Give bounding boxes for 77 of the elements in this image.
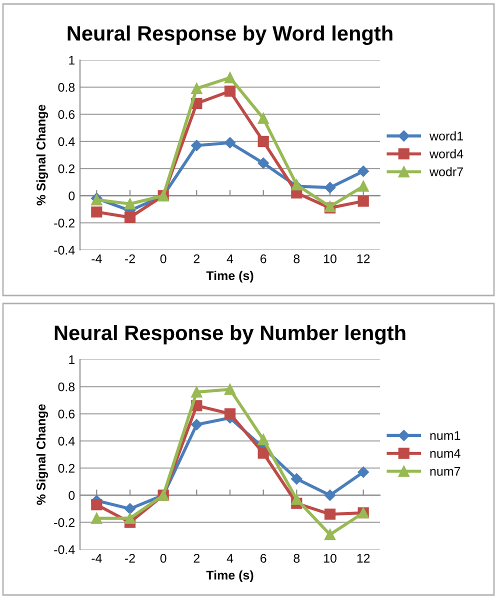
y-tick-label: 1 [69,56,75,65]
point [191,386,202,398]
legend-label: num1 [430,431,460,440]
x-tick-label: 6 [260,554,266,563]
point [124,503,136,514]
legend-label: word1 [429,131,463,140]
x-tick-label: -4 [92,554,102,563]
y-axis-title: % Signal Change [36,404,48,505]
point [324,182,336,194]
x-tick-label: 8 [294,254,300,264]
legend-label: num7 [430,467,460,476]
y-tick-label: 0.6 [58,410,75,418]
x-tick-label: 10 [324,254,336,264]
x-tick-label: 8 [294,554,300,563]
y-tick-label: 0.2 [58,164,75,174]
legend-label: num4 [430,449,460,458]
point [258,158,269,169]
point [358,166,369,177]
point [291,473,302,485]
point [358,196,369,207]
y-tick-label: 0.8 [58,382,75,392]
x-tick-label: -2 [125,554,135,563]
point [91,512,102,524]
x-tick-label: -4 [92,254,102,264]
point [191,82,202,94]
point [358,466,369,478]
y-tick-label: 0.8 [58,82,75,92]
point [258,448,269,459]
x-tick-label: 4 [226,554,234,563]
y-tick-label: -0.2 [54,218,75,228]
point [191,140,202,152]
point [124,212,136,223]
point [224,86,236,97]
x-tick-label: 12 [357,254,370,264]
chart-title: Neural Response by Number length [54,324,406,344]
point [224,408,236,420]
x-tick-label: 0 [160,554,166,563]
y-tick-label: 0 [68,491,75,500]
x-axis-title: Time (s) [206,570,254,582]
y-tick-label: 0 [68,192,75,200]
point [324,508,336,520]
point [258,434,269,446]
point [291,494,302,505]
x-axis-title: Time (s) [206,270,254,283]
chart-title: Neural Response by Word length [68,25,392,45]
y-tick-label: 0.4 [58,137,75,146]
y-tick-label: -0.4 [54,246,75,255]
x-tick-label: 6 [260,254,266,264]
point [224,137,236,148]
y-tick-label: 0.6 [58,110,75,119]
y-tick-label: -0.4 [54,545,75,554]
point [124,198,136,210]
x-tick-label: -2 [125,254,135,264]
point [324,529,336,540]
x-tick-label: 0 [160,254,166,264]
y-tick-label: 0.4 [58,436,75,446]
point [224,72,236,84]
y-tick-label: -0.2 [54,518,75,528]
point [91,206,102,218]
x-tick-label: 2 [194,554,200,563]
x-tick-label: 2 [194,254,200,264]
point [124,512,136,524]
legend-label: wodr7 [429,167,463,176]
y-tick-label: 1 [69,355,75,364]
y-tick-label: 0.2 [58,464,75,473]
point [358,180,369,192]
point [91,499,102,510]
x-tick-label: 4 [226,254,234,264]
point [258,136,269,147]
point [224,384,236,395]
x-tick-label: 10 [324,554,336,563]
y-axis-title: % Signal Change [36,104,48,206]
x-tick-label: 12 [357,554,370,563]
legend-label: word4 [429,149,464,158]
point [258,112,269,124]
point [324,490,336,501]
point [191,419,202,430]
